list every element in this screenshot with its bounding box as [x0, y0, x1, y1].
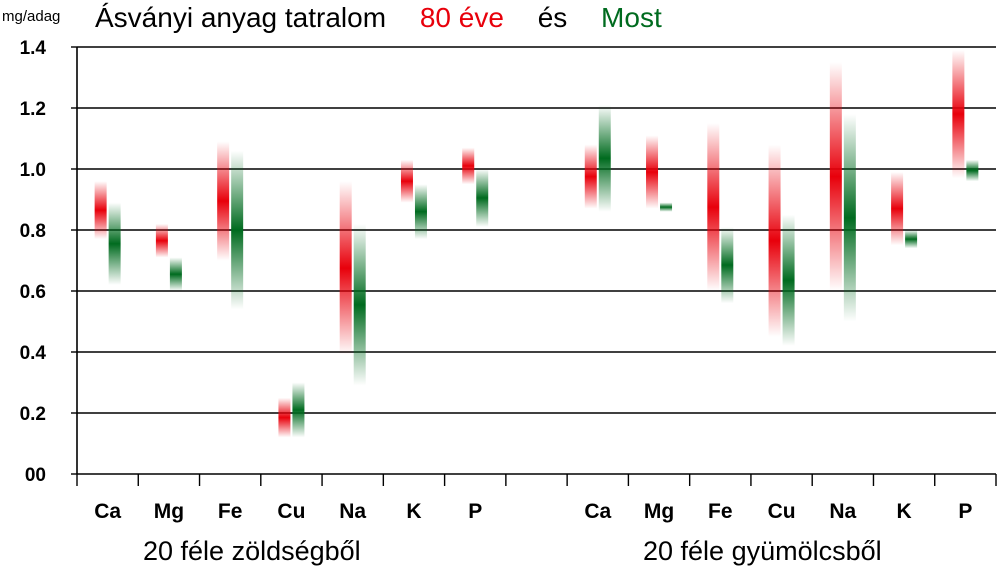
title-main: Ásványi anyag tatralom	[95, 2, 387, 33]
x-tick-label: P	[468, 500, 482, 523]
group-label-fruits: 20 féle gyümölcsből	[643, 536, 882, 566]
axis-labels: 00 0.2 0.4 0.6 0.8 1.0 1.2 1.4 Ca Mg Fe Cu Na K P Ca Mg F…	[20, 38, 973, 523]
x-tick-label: Fe	[218, 500, 243, 523]
bar-then	[278, 397, 291, 438]
y-tick-label: 0.8	[20, 221, 46, 242]
chart-title: Ásványi anyag tatralom 80 éve és Most	[95, 2, 688, 34]
x-tick-label: Fe	[708, 500, 733, 523]
bar-now	[905, 230, 918, 249]
y-tick-label: 00	[25, 465, 46, 486]
x-tick-label: Ca	[94, 500, 121, 523]
unit-label: mg/adag	[2, 8, 61, 25]
grid-lines	[77, 46, 996, 414]
bar-now	[231, 150, 244, 310]
y-tick-label: 1.2	[20, 99, 46, 120]
bar-now	[782, 214, 795, 346]
bar-then	[217, 141, 230, 261]
bar-now	[292, 382, 305, 438]
bar-now	[414, 184, 427, 240]
bar-now	[353, 223, 366, 386]
legend-connector: és	[537, 2, 568, 33]
bar-then	[94, 181, 107, 240]
range-bars	[94, 50, 979, 438]
x-tick-label: P	[958, 500, 972, 523]
bar-then	[707, 123, 720, 291]
legend-now: Most	[601, 2, 662, 33]
x-tick-label: K	[406, 500, 421, 523]
y-tick-label: 0.6	[20, 282, 46, 303]
x-tick-label: Cu	[768, 500, 796, 523]
x-tick-label: Na	[339, 500, 366, 523]
y-tick-label: 0.2	[20, 404, 46, 425]
y-tick-label: 0.4	[20, 343, 47, 364]
bar-then	[462, 147, 475, 185]
bar-now	[966, 159, 979, 182]
bar-then	[829, 62, 842, 291]
x-tick-label: Mg	[154, 500, 184, 523]
bar-now	[843, 114, 856, 322]
x-tick-label: Ca	[584, 500, 611, 523]
bar-then	[400, 159, 413, 203]
y-tick-label: 1.0	[20, 160, 46, 181]
group-label-vegetables: 20 féle zöldségből	[143, 536, 361, 566]
x-tick-label: Na	[829, 500, 856, 523]
bar-then	[155, 223, 168, 258]
bar-now	[660, 202, 673, 212]
bar-now	[721, 226, 734, 304]
axes	[71, 46, 997, 486]
bar-then	[339, 181, 352, 356]
bar-then	[584, 144, 597, 209]
bar-then	[768, 144, 781, 337]
y-tick-label: 1.4	[20, 38, 47, 59]
bar-then	[891, 172, 904, 246]
bar-now	[598, 104, 611, 212]
bar-now	[476, 169, 489, 227]
bar-now	[108, 202, 121, 285]
bar-now	[169, 257, 182, 291]
bar-then	[952, 50, 965, 179]
bar-then	[646, 135, 659, 209]
legend-then: 80 éve	[419, 2, 504, 33]
x-tick-label: K	[897, 500, 912, 523]
x-tick-label: Mg	[644, 500, 674, 523]
x-tick-label: Cu	[277, 500, 305, 523]
